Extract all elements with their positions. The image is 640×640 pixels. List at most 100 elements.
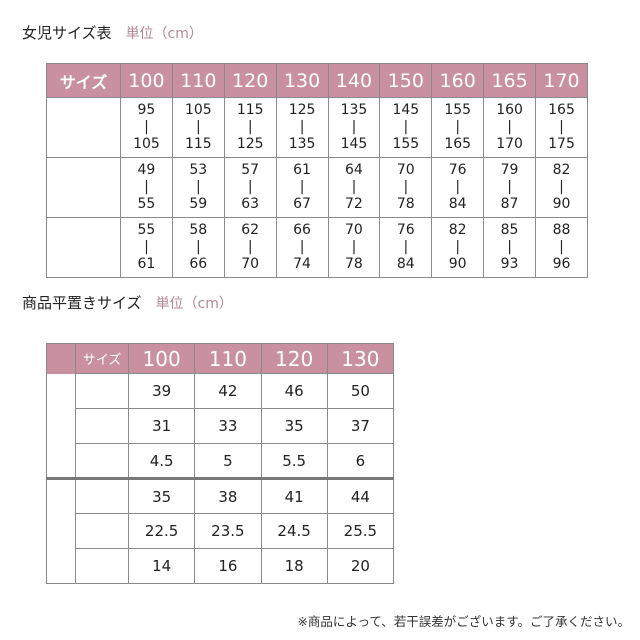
range-min: 135 bbox=[340, 102, 368, 118]
value-cell: 38 bbox=[194, 477, 262, 514]
value-cell: 22.5 bbox=[127, 513, 196, 549]
value-cell: 6 bbox=[326, 443, 395, 479]
value-cell: 39 bbox=[127, 373, 196, 409]
range-min: 49 bbox=[137, 162, 156, 178]
table-row: 胸囲 49 | 55 53 | 59 57 | 63 61 | 67 64 | 72 70 | 78 76 | 84 79 |… bbox=[46, 157, 588, 218]
range-max: 115 bbox=[184, 136, 212, 152]
range-min: 70 bbox=[345, 222, 363, 238]
range-cell: 76 | 84 bbox=[431, 157, 485, 218]
header-label: サイズ bbox=[75, 343, 129, 374]
value-cell: 35 bbox=[127, 477, 196, 514]
range-separator: | bbox=[351, 119, 357, 135]
table-row: ウエスト巾 22.5 23.5 24.5 25.5 bbox=[47, 513, 395, 549]
size-header: 120 bbox=[223, 63, 277, 98]
range-separator: | bbox=[351, 239, 357, 255]
range-min: 70 bbox=[396, 162, 415, 178]
range-max: 170 bbox=[496, 136, 523, 152]
range-min: 125 bbox=[288, 102, 316, 118]
range-separator: | bbox=[403, 239, 409, 255]
row-label: ウエスト巾 bbox=[75, 513, 129, 549]
range-min: 155 bbox=[444, 102, 472, 118]
girls-size-title: 女児サイズ表 単位（cm） bbox=[22, 22, 203, 43]
disclaimer-note: ※商品によって、若干誤差がございます。ご了承ください。 bbox=[297, 614, 630, 629]
table-row: 袖丈 4.5 5 5.5 6 bbox=[47, 443, 395, 479]
range-max: 59 bbox=[189, 196, 208, 212]
value-cell: 23.5 bbox=[194, 513, 262, 549]
range-separator: | bbox=[455, 239, 461, 255]
range-cell: 95 | 105 bbox=[120, 97, 173, 158]
row-label: 袖丈 bbox=[75, 443, 129, 479]
range-separator: | bbox=[144, 239, 149, 255]
range-min: 105 bbox=[184, 102, 212, 118]
size-header: 130 bbox=[326, 343, 395, 374]
range-cell: 85 | 93 bbox=[483, 217, 536, 278]
range-min: 76 bbox=[396, 222, 415, 238]
range-separator: | bbox=[559, 119, 564, 135]
range-max: 55 bbox=[137, 196, 156, 212]
range-min: 66 bbox=[293, 222, 311, 238]
title-text: 女児サイズ表 bbox=[22, 24, 112, 42]
range-separator: | bbox=[195, 119, 201, 135]
table-row: ボトムス 総丈 35 38 41 44 bbox=[46, 477, 395, 584]
row-label: 着丈 bbox=[75, 373, 129, 409]
range-max: 74 bbox=[293, 256, 311, 272]
table-row: 身巾 31 33 35 37 bbox=[47, 408, 395, 444]
range-min: 53 bbox=[189, 162, 208, 178]
range-cell: 70 | 78 bbox=[327, 217, 381, 278]
range-min: 61 bbox=[293, 162, 311, 178]
range-max: 84 bbox=[396, 256, 415, 272]
range-max: 67 bbox=[293, 196, 311, 212]
range-separator: | bbox=[403, 119, 409, 135]
value-cell: 20 bbox=[326, 548, 395, 584]
range-max: 87 bbox=[500, 196, 519, 212]
range-min: 64 bbox=[345, 162, 363, 178]
range-separator: | bbox=[455, 179, 461, 195]
range-cell: 160 | 170 bbox=[483, 97, 536, 158]
range-separator: | bbox=[299, 239, 305, 255]
value-cell: 31 bbox=[127, 408, 196, 444]
range-cell: 76 | 84 bbox=[379, 217, 433, 278]
range-cell: 66 | 74 bbox=[275, 217, 329, 278]
range-separator: | bbox=[299, 179, 305, 195]
group-label: ボトムス bbox=[46, 477, 76, 584]
flat-size-table: サイズ 100 110 120 130 トップス 着丈 39 42 46 50 身巾 31 33 35 37 袖… bbox=[46, 343, 395, 584]
row-label: 腰囲 bbox=[46, 217, 121, 278]
range-cell: 145 | 155 bbox=[379, 97, 433, 158]
range-separator: | bbox=[144, 119, 149, 135]
size-header: 130 bbox=[275, 63, 329, 98]
range-min: 88 bbox=[552, 222, 571, 238]
range-separator: | bbox=[559, 179, 564, 195]
table-row: トップス 着丈 39 42 46 50 bbox=[46, 373, 395, 479]
group-label: トップス bbox=[46, 373, 76, 479]
size-header: 100 bbox=[120, 63, 173, 98]
range-separator: | bbox=[247, 179, 253, 195]
range-max: 63 bbox=[241, 196, 260, 212]
range-min: 79 bbox=[500, 162, 519, 178]
title-text: 商品平置きサイズ bbox=[22, 294, 142, 312]
range-separator: | bbox=[351, 179, 357, 195]
flat-size-title: 商品平置きサイズ 単位（cm） bbox=[22, 292, 233, 313]
range-separator: | bbox=[299, 119, 305, 135]
range-max: 72 bbox=[345, 196, 363, 212]
row-label: 股下 bbox=[75, 548, 129, 584]
range-min: 57 bbox=[241, 162, 260, 178]
row-label: 胸囲 bbox=[46, 157, 121, 218]
value-cell: 35 bbox=[260, 408, 328, 444]
value-cell: 37 bbox=[326, 408, 395, 444]
range-separator: | bbox=[507, 119, 512, 135]
size-header: 110 bbox=[171, 63, 225, 98]
range-cell: 135 | 145 bbox=[327, 97, 381, 158]
range-max: 90 bbox=[552, 196, 571, 212]
range-cell: 105 | 115 bbox=[171, 97, 225, 158]
range-cell: 64 | 72 bbox=[327, 157, 381, 218]
range-cell: 125 | 135 bbox=[275, 97, 329, 158]
range-separator: | bbox=[195, 239, 201, 255]
group-corner bbox=[46, 343, 76, 374]
range-min: 95 bbox=[137, 102, 156, 118]
value-cell: 33 bbox=[194, 408, 262, 444]
range-separator: | bbox=[403, 179, 409, 195]
range-separator: | bbox=[507, 239, 512, 255]
size-header: 150 bbox=[379, 63, 433, 98]
range-cell: 70 | 78 bbox=[379, 157, 433, 218]
range-cell: 82 | 90 bbox=[535, 157, 588, 218]
